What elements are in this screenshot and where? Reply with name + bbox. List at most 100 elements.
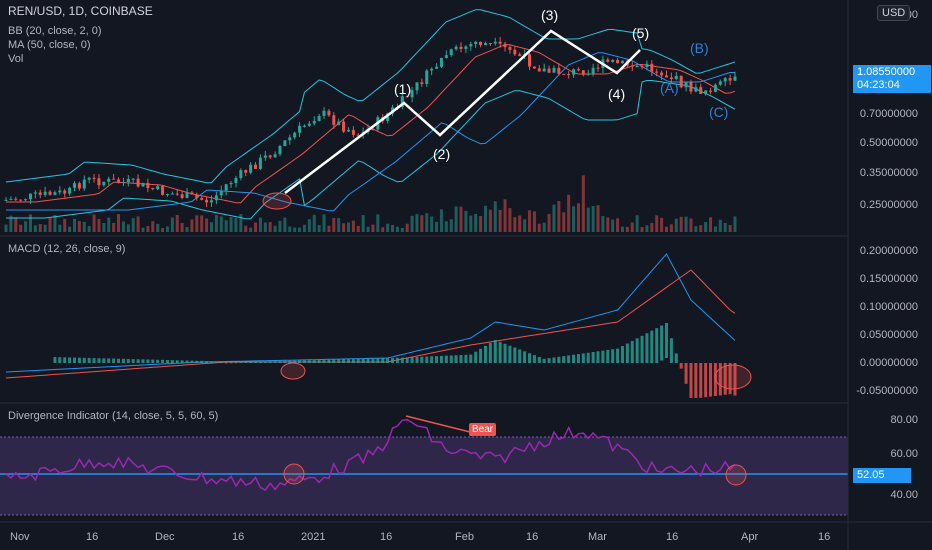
ma-legend[interactable]: MA (50, close, 0) [8,39,91,51]
macd-histogram-bar [141,359,145,363]
volume-bar [298,227,302,232]
highlight-ellipse [714,364,752,390]
volume-bar [508,208,512,232]
volume-bar [288,226,292,232]
volume-bar [92,214,96,232]
symbol-title[interactable]: REN/USD, 1D, COINBASE [8,4,153,18]
macd-histogram-bar [63,357,67,363]
macd-histogram-bar [219,362,223,364]
macd-histogram-bar [312,360,316,363]
macd-histogram-bar [523,351,527,363]
time-axis-label: 16 [380,531,393,543]
time-axis-label: 16 [526,531,539,543]
macd-histogram-bar [635,338,639,363]
candle-body [635,66,639,68]
macd-histogram-bar [508,345,512,363]
macd-histogram-bar [420,356,424,363]
candle-body [102,181,106,186]
volume-bar [161,227,165,232]
volume-bar [312,214,316,232]
candle-body [674,75,678,80]
macd-histogram-bar [699,363,703,398]
volume-bar [244,225,248,232]
candle-body [273,154,277,158]
volume-bar [322,214,326,232]
candle-body [200,197,204,200]
candle-body [254,164,258,169]
divergence-legend[interactable]: Divergence Indicator (14, close, 5, 5, 6… [8,410,219,422]
volume-bar [532,211,536,232]
bb-lower [6,80,736,220]
candle-body [205,199,209,203]
macd-histogram-bar [58,357,62,363]
volume-bar [219,216,223,232]
currency-button[interactable]: USD [877,5,911,21]
macd-histogram-bar [537,356,541,363]
volume-bar [405,223,409,232]
volume-bar [146,225,150,232]
volume-bar [640,227,644,232]
candle-body [660,72,664,76]
volume-bar [709,217,713,232]
vol-legend[interactable]: Vol [8,53,24,65]
macd-histogram-bar [356,359,360,363]
volume-bar [165,226,169,232]
volume-bar [528,210,532,232]
macd-histogram-bar [620,346,624,363]
macd-histogram-bar [117,358,121,363]
volume-bar [4,224,8,232]
candle-body [591,67,595,74]
wave-label-c: (C) [709,104,729,120]
candle-body [709,90,713,92]
macd-histogram-bar [679,363,683,369]
current-price-tag: 1.08550000 04:23:04 [853,65,931,93]
macd-histogram-bar [518,349,522,363]
macd-histogram-bar [258,361,262,363]
candle-body [43,191,47,195]
macd-histogram-bar [200,360,204,363]
macd-histogram-bar [630,340,634,363]
candle-body [493,41,497,44]
volume-bar [689,218,693,232]
candle-body [723,78,727,82]
candle-body [508,47,512,50]
volume-bar [733,216,737,232]
bb-legend[interactable]: BB (20, close, 2, 0) [8,25,102,37]
time-axis-label: Feb [455,531,474,543]
macd-histogram-bar [410,357,414,363]
macd-histogram-bar [263,361,267,363]
candle-body [209,200,213,203]
volume-bar [694,226,698,232]
macd-histogram-bar [728,363,732,395]
div-axis-label: 40.00 [890,489,918,501]
macd-histogram-bar [361,358,365,363]
candle-body [312,120,316,124]
macd-histogram-bar [674,353,678,363]
volume-bar [185,227,189,232]
candle-body [699,87,703,95]
wave-label-2: (2) [433,146,451,162]
volume-bar [620,226,624,232]
candle-body [317,115,321,121]
macd-histogram-bar [72,357,76,363]
candle-body [532,66,536,69]
macd-histogram-bar [209,361,213,363]
time-axis-label: Nov [10,531,30,543]
macd-legend[interactable]: MACD (12, 26, close, 9) [8,243,126,255]
candle-body [107,178,111,182]
time-axis-label: 2021 [301,531,326,543]
volume-bar [205,218,209,232]
candle-body [728,78,732,81]
candle-body [576,69,580,71]
volume-bar [43,224,47,232]
candle-body [82,179,86,189]
price-axis-label: 0.25000000 [859,199,918,211]
candle-body [713,84,717,92]
candle-body [224,184,228,191]
macd-histogram-bar [190,360,194,363]
candle-body [175,193,179,195]
macd-histogram-bar [532,355,536,363]
macd-histogram-bar [391,357,395,363]
volume-bar [82,221,86,232]
